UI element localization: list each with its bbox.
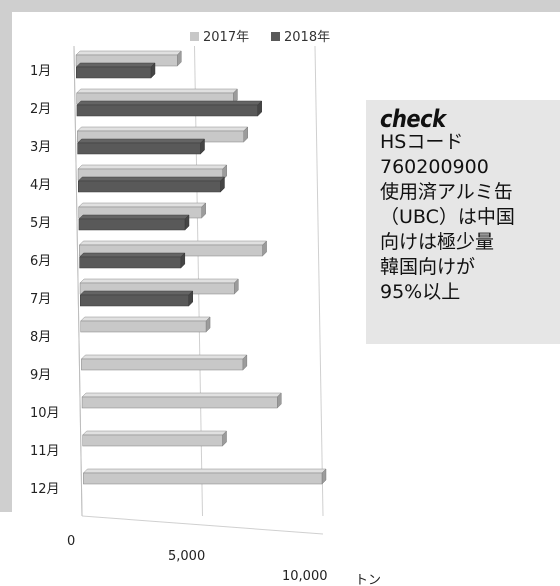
frame-left-border [0,0,12,512]
bar-2018-6 [78,252,186,269]
x-tick-labels: 0 5,000 10,000 [67,534,328,584]
category-label-9: 9月 [30,368,51,383]
chart-bars [75,50,327,485]
bar-2017-10 [81,392,282,409]
bar-2017-11 [82,430,228,447]
legend-label-2018: 2018年 [284,30,330,45]
bar-2018-5 [78,214,190,231]
note-line-6: 韓国向けが [380,256,476,278]
category-label-11: 11月 [30,444,60,459]
category-label-8: 8月 [30,330,51,345]
bar-2018-1 [75,62,156,79]
bar-2018-7 [79,290,194,307]
bar-2017-2 [76,88,238,105]
bar-2018-2 [76,100,263,117]
bar-2017-12 [82,468,327,485]
bar-2017-6 [78,240,268,257]
y-axis-line [73,45,83,517]
chart-legend: 2017年 2018年 [190,30,330,45]
category-label-4: 4月 [30,178,51,193]
check-note-title: check [380,105,446,133]
x-axis-unit: トン [355,573,381,586]
category-labels: 1月 2月 3月 4月 5月 6月 7月 8月 9月 10月 11月 12月 [30,64,60,497]
note-line-3: 使用済アルミ缶 [380,181,513,203]
bar-2017-3 [76,126,249,143]
note-line-5: 向けは極少量 [380,231,495,253]
category-label-5: 5月 [30,216,51,231]
note-line-2: 760200900 [380,156,489,178]
x-tick-label-1: 5,000 [168,549,205,564]
legend-swatch-2017 [190,32,199,41]
note-line-7: 95%以上 [380,281,461,303]
gridline-2 [314,45,324,517]
x-tick-label-0: 0 [67,534,75,549]
bar-2017-4 [77,164,228,181]
category-label-1: 1月 [30,64,51,79]
category-label-6: 6月 [30,254,51,269]
bar-2017-1 [75,50,182,67]
frame-top-border [0,0,560,12]
bar-2017-8 [80,316,211,333]
bar-2018-3 [76,138,206,155]
x-axis-line [81,515,324,535]
bar-2017-9 [80,354,248,371]
category-label-10: 10月 [30,406,60,421]
category-label-2: 2月 [30,102,51,117]
category-label-3: 3月 [30,140,51,155]
x-tick-label-2: 10,000 [282,569,328,584]
category-label-7: 7月 [30,292,51,307]
category-label-12: 12月 [30,482,60,497]
check-note-box: check HSコード 760200900 使用済アルミ缶 （UBC）は中国 向… [366,100,560,344]
bar-2018-4 [77,176,226,193]
legend-swatch-2018 [271,32,280,41]
legend-label-2017: 2017年 [203,30,249,45]
note-line-1: HSコード [380,131,464,153]
chart-axis-floor [73,45,324,535]
note-line-4: （UBC）は中国 [380,206,515,228]
